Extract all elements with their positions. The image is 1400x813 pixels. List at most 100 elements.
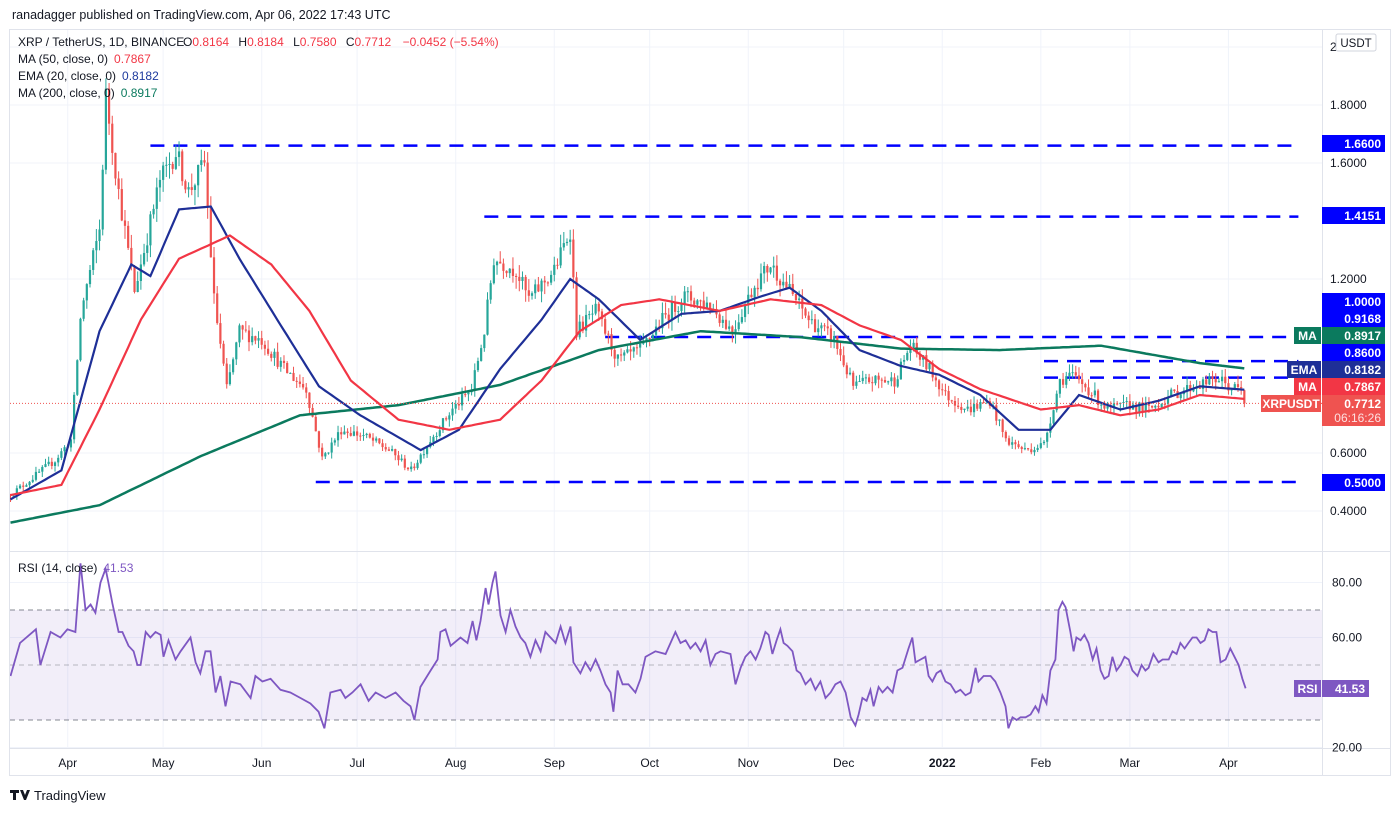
candle: [1144, 404, 1147, 411]
candle: [521, 276, 524, 281]
candle: [387, 449, 391, 451]
candle: [925, 355, 928, 370]
candle: [896, 379, 899, 387]
candle: [1065, 376, 1068, 385]
ma200-label[interactable]: MA (200, close, 0): [18, 86, 115, 100]
candle: [626, 349, 629, 353]
candle: [1163, 403, 1166, 405]
candle: [906, 352, 909, 360]
candle: [76, 360, 79, 395]
candle: [1166, 396, 1170, 405]
candle: [877, 375, 880, 380]
candle: [607, 333, 610, 335]
candle: [1084, 384, 1087, 388]
rsi-badge-text: 41.53: [1335, 682, 1365, 696]
level-badge-text: 0.5000: [1344, 476, 1381, 490]
ma200-tag: [1294, 327, 1321, 344]
candle: [750, 294, 753, 298]
candle: [868, 377, 871, 383]
candle: [238, 325, 241, 343]
candle: [422, 454, 425, 456]
candle: [139, 264, 142, 281]
candle: [928, 363, 931, 370]
candle: [232, 359, 235, 373]
candle: [162, 165, 165, 180]
svg-text:MA (50, close, 0)0.7867: MA (50, close, 0) 0.7867: [18, 52, 151, 66]
candle: [356, 431, 359, 436]
candle: [680, 304, 683, 312]
candle: [73, 394, 76, 440]
last-price-text: 0.7712: [1344, 397, 1381, 411]
candle: [88, 269, 92, 285]
candle: [441, 418, 445, 431]
candle: [1039, 443, 1042, 448]
axis-labels: 2 1.8000 1.6000 1.2000 0.6000 0.4000 Apr May Jun…: [58, 40, 1367, 770]
ema20-line: [10, 205, 1245, 501]
candle: [826, 326, 829, 329]
candle: [1151, 405, 1154, 408]
open-label: O: [183, 35, 192, 49]
candle: [1220, 376, 1224, 382]
horizontal-levels: [150, 144, 1299, 484]
time-tick-label: Oct: [640, 756, 659, 770]
candle: [142, 252, 146, 265]
ma50-tag: [1294, 378, 1321, 395]
candle: [69, 439, 73, 448]
candle: [286, 362, 289, 374]
candle: [619, 354, 623, 356]
candle: [639, 343, 642, 348]
tradingview-logo[interactable]: TradingView: [10, 788, 106, 803]
candle: [241, 325, 244, 330]
candle: [480, 348, 483, 361]
candle: [1007, 438, 1011, 445]
candle: [44, 464, 47, 467]
candle: [670, 302, 674, 321]
price-tick-label: 0.4000: [1330, 504, 1367, 518]
svg-text:EMA (20, close, 0)0.8182: EMA (20, close, 0) 0.8182: [18, 69, 159, 83]
candle: [219, 323, 222, 344]
ma50-label[interactable]: MA (50, close, 0): [18, 52, 108, 66]
legend: XRP / TetherUS, 1D, BINANCE O0.8164 H0.8…: [18, 35, 499, 575]
candle: [212, 257, 216, 294]
candle: [203, 160, 206, 163]
candle: [375, 438, 378, 441]
candle: [794, 294, 798, 301]
candle: [1046, 432, 1049, 442]
candle: [861, 377, 864, 382]
ema-badge-text: 0.8182: [1344, 363, 1381, 377]
candle: [890, 377, 893, 382]
candle: [737, 322, 740, 330]
candle: [689, 291, 693, 301]
candle: [187, 187, 190, 190]
candle: [314, 416, 317, 432]
candle: [168, 164, 171, 166]
level-badge-text: 1.0000: [1344, 295, 1381, 309]
candle: [362, 435, 365, 437]
candle: [1224, 376, 1227, 384]
currency-badge[interactable]: USDT: [1335, 33, 1377, 52]
candle: [85, 284, 88, 301]
candle: [543, 280, 546, 283]
candle: [852, 372, 855, 386]
candle: [810, 319, 813, 321]
candle: [317, 431, 321, 448]
candle: [235, 342, 238, 360]
candle: [833, 335, 836, 342]
candle: [995, 405, 998, 421]
candle: [330, 442, 333, 453]
candle: [1100, 404, 1103, 406]
candle: [184, 181, 187, 190]
time-tick-label: Sep: [544, 756, 566, 770]
candle: [489, 283, 492, 300]
candle: [651, 334, 654, 339]
candle: [397, 455, 400, 461]
ema20-label[interactable]: EMA (20, close, 0): [18, 69, 116, 83]
candle: [371, 437, 375, 441]
price-pane[interactable]: [9, 78, 1322, 524]
rsi-label[interactable]: RSI (14, close): [18, 561, 97, 575]
candle: [400, 458, 403, 461]
candle: [394, 449, 397, 456]
rsi-pane[interactable]: [10, 563, 1322, 729]
candle: [257, 338, 260, 341]
